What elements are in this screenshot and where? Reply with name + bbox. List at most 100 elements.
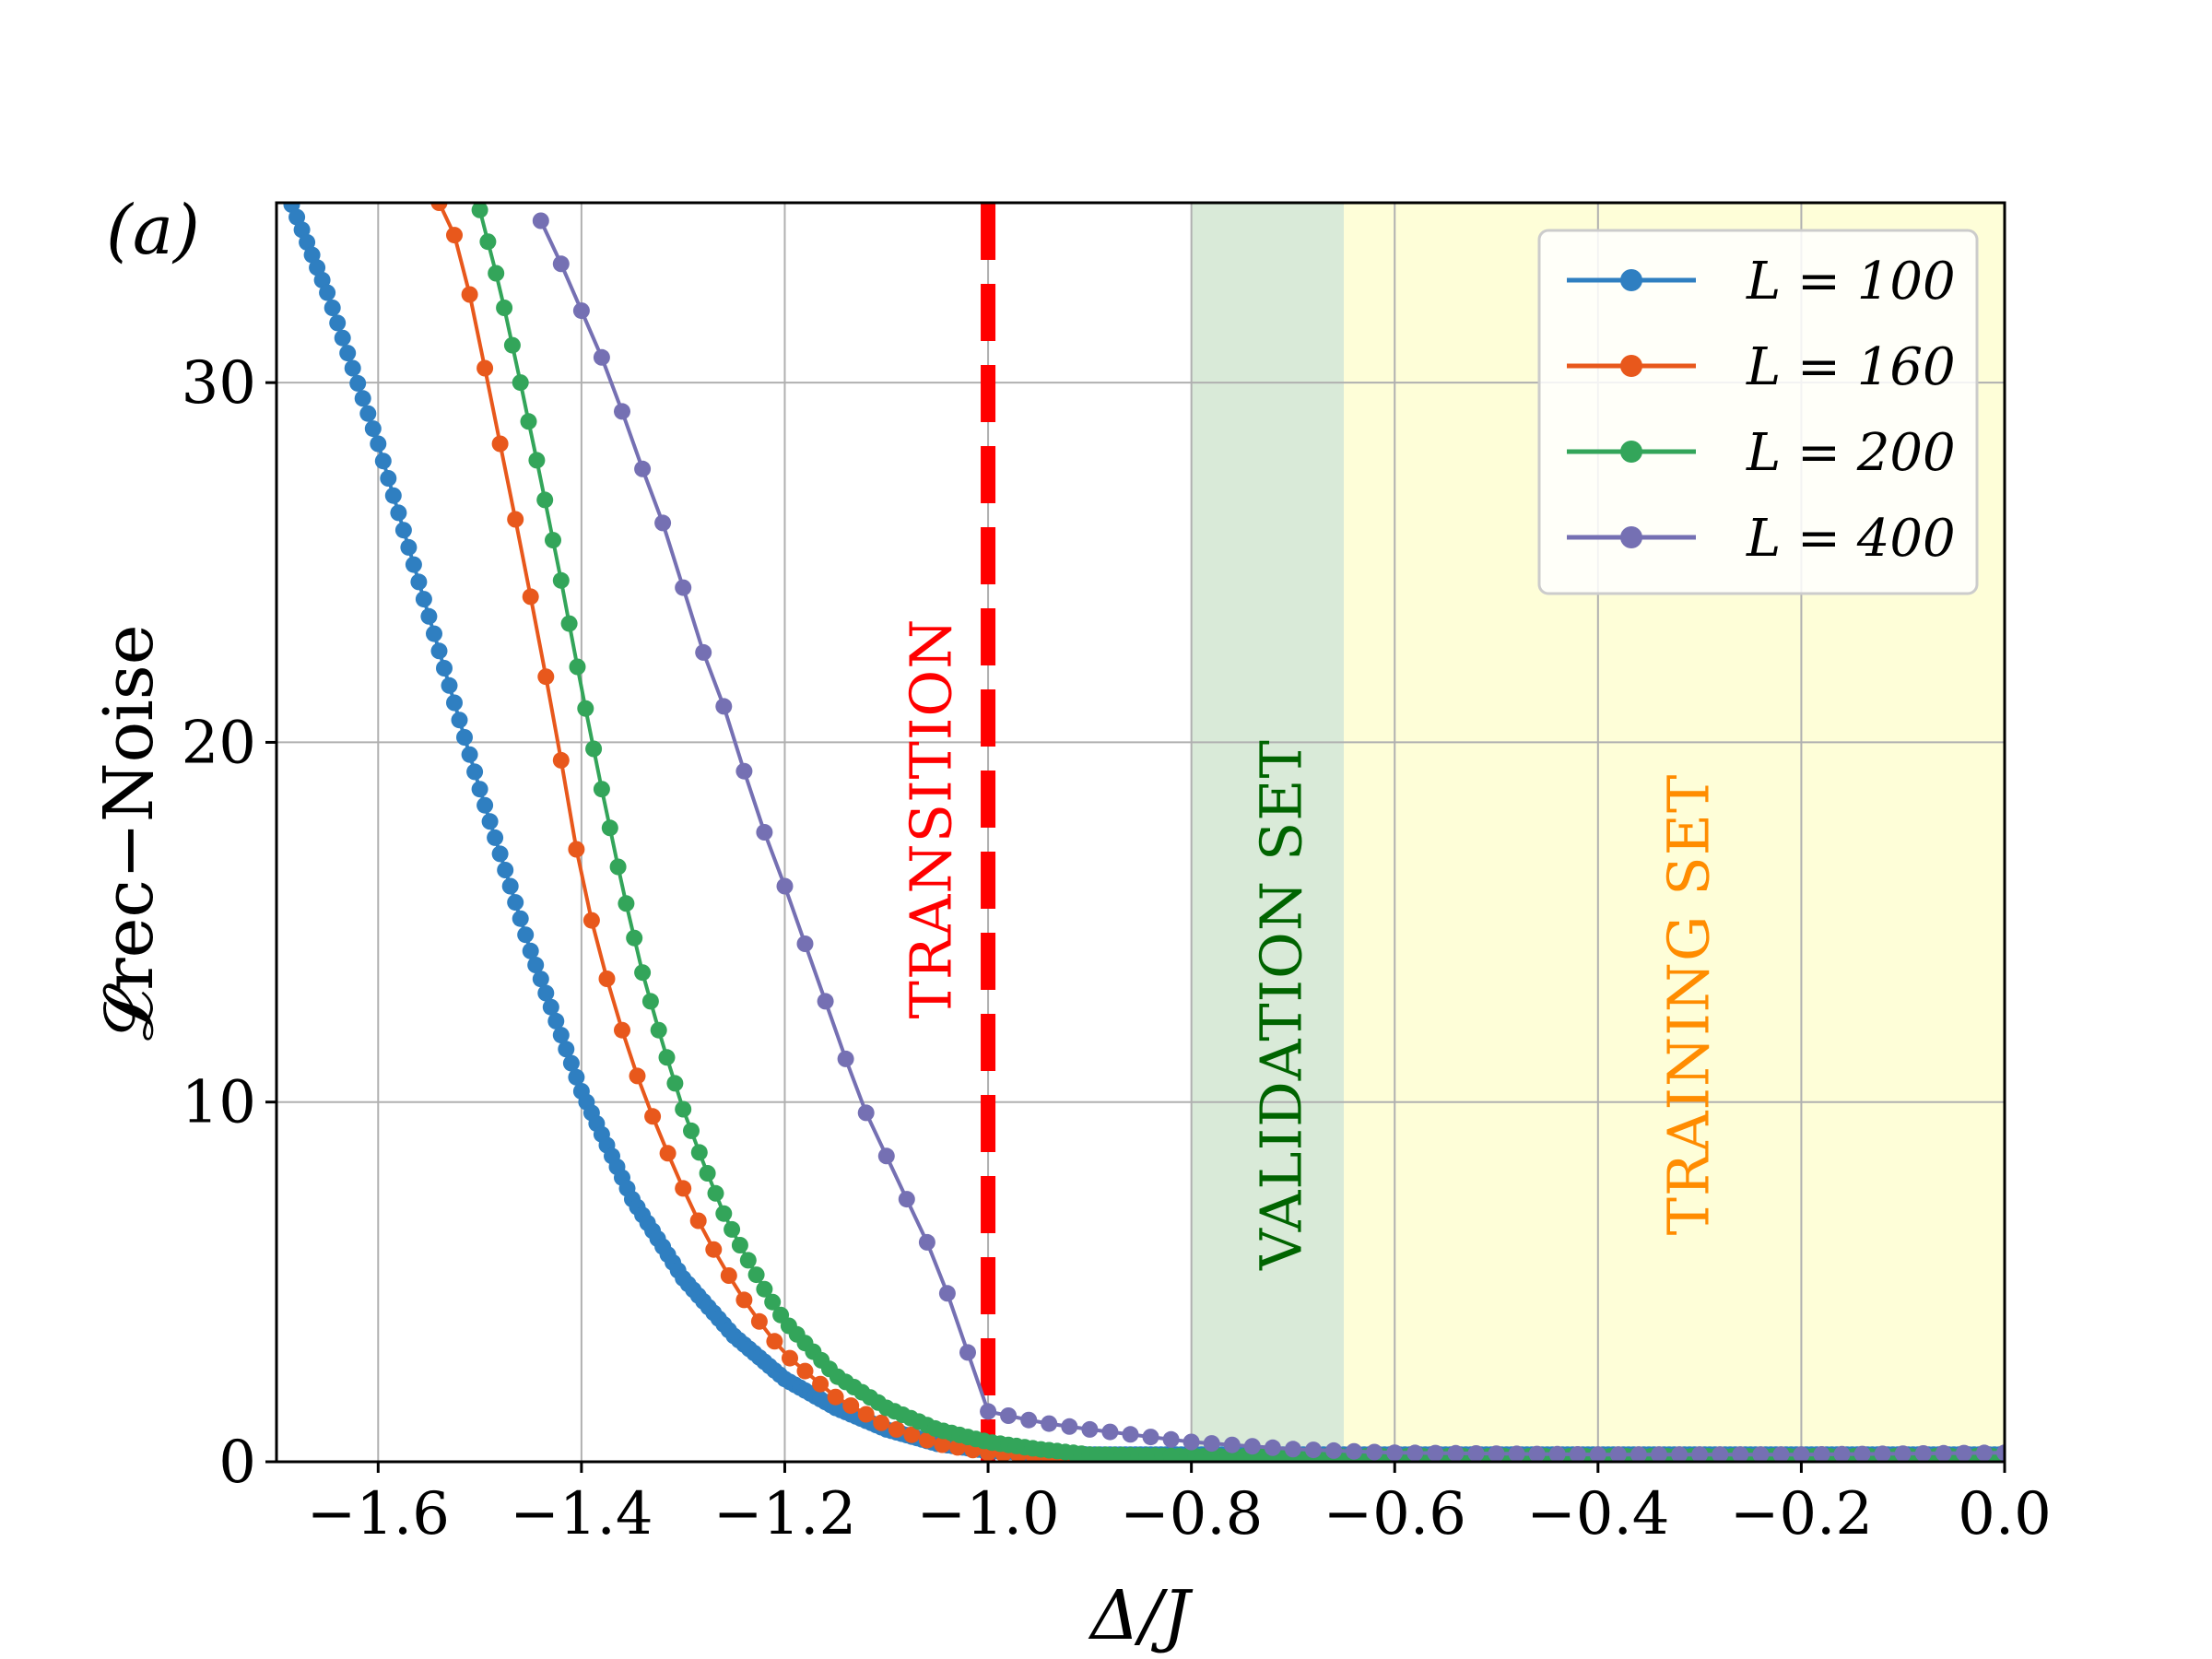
series-3-point-30 [1142,1429,1159,1446]
series-0-point-4 [288,208,306,226]
series-2-point-3 [496,300,513,316]
series-2-point-27 [690,1144,708,1161]
series-1-point-34 [949,1439,966,1456]
legend-marker-3 [1620,526,1642,548]
series-3-point-43 [1406,1444,1424,1462]
x-axis-title: Δ/J [1088,1576,1194,1655]
series-0-point-15 [344,359,361,377]
series-2-point-7 [528,452,546,469]
series-0-point-14 [339,345,357,362]
series-3-point-3 [593,348,610,366]
legend-marker-1 [1620,355,1642,377]
series-3-point-4 [614,403,630,420]
x-tick-label-0: −1.6 [307,1480,450,1548]
y-tick-label-2: 20 [182,709,256,777]
series-0-point-38 [461,746,478,763]
legend: L = 100 L = 160 L = 200 L = 400 [1537,229,1979,595]
series-1-point-7 [537,668,555,686]
series-0-point-16 [349,374,367,392]
series-3-point-60 [1752,1446,1770,1462]
series-3-point-49 [1528,1445,1546,1462]
series-0-point-24 [390,504,407,522]
series-3-point-17 [877,1147,895,1165]
series-3-point-6 [654,514,672,532]
series-0-point-50 [522,942,539,959]
series-0-point-57 [558,1041,575,1058]
series-0-point-59 [568,1068,585,1086]
series-3-point-70 [1955,1444,1972,1462]
grid-layer [276,203,2006,1463]
series-3-point-34 [1223,1436,1241,1453]
series-0-point-13 [334,329,351,347]
series-1-point-27 [842,1397,860,1415]
series-0-point-17 [354,390,371,407]
series-1-point-22 [766,1333,783,1350]
series-3-point-40 [1346,1442,1363,1460]
ticks-layer: −1.6 −1.4 −1.2 −1.0 −0.8 −0.6 −0.4 −0.2 0.0 0 10 20… [182,349,2052,1548]
series-3-point-39 [1325,1441,1343,1459]
series-1-point-8 [552,751,570,769]
series-3-point-57 [1691,1446,1709,1462]
series-3-point-54 [1630,1446,1647,1462]
series-2-point-2 [488,265,505,282]
series-3 [532,212,2005,1462]
series-0-point-51 [527,957,545,973]
series-3-point-26 [1061,1418,1078,1435]
series-3-point-42 [1386,1444,1404,1462]
series-0-point-43 [487,829,504,846]
series-2-point-6 [520,413,537,430]
series-layer [283,203,2005,1462]
series-2-point-26 [683,1122,700,1139]
series-2-point-19 [626,929,643,947]
series-3-point-64 [1833,1445,1851,1462]
series-3-point-2 [572,302,590,320]
series-3-point-52 [1589,1446,1606,1462]
region-label-0: VALIDATION SET [1248,739,1315,1271]
series-3-point-50 [1548,1445,1566,1462]
series-0-point-23 [384,487,402,504]
series-3-point-9 [715,698,733,715]
series-0-point-22 [380,470,397,487]
x-tick-label-3: −1.0 [916,1480,1059,1548]
series-3-point-65 [1853,1445,1871,1462]
series-3-point-69 [1935,1444,1952,1462]
plot-frame [275,201,2006,1464]
series-3-point-14 [817,993,834,1010]
series-3-point-36 [1264,1439,1281,1456]
region-text-layer: VALIDATION SET TRAINING SET TRANSITION [898,618,1723,1271]
x-tick-label-2: −1.2 [713,1480,856,1548]
series-1-point-21 [750,1312,768,1330]
series-2-point-18 [618,895,635,912]
series-1-point-32 [918,1431,935,1449]
series-3-point-38 [1305,1441,1322,1459]
series-2-point-8 [536,491,554,509]
series-3-point-7 [675,579,692,596]
series-3-point-18 [898,1191,915,1208]
series-0-point-25 [394,522,412,539]
series-0-point-6 [299,233,316,251]
region-band-0 [1191,203,1345,1462]
series-0-point-8 [309,259,326,276]
series-0-point-33 [436,660,453,677]
series-2-point-33 [739,1252,757,1269]
series-3-point-25 [1041,1415,1058,1432]
series-0-point-32 [430,642,448,660]
series-3-point-67 [1894,1445,1912,1462]
series-3-point-35 [1243,1438,1261,1455]
series-3-point-33 [1203,1435,1220,1453]
series-3-point-20 [938,1285,956,1302]
series-1-point-26 [827,1388,844,1406]
series-3-point-63 [1813,1446,1830,1462]
legend-label-3: L = 400 [1746,509,1956,569]
series-1-point-18 [705,1241,723,1258]
series-1-point-15 [659,1145,677,1162]
series-3-point-0 [532,212,549,229]
series-3-point-5 [634,460,652,477]
series-0-point-34 [441,677,458,694]
series-1-point-20 [735,1291,753,1309]
series-3-point-24 [1020,1411,1038,1429]
series-2-point-9 [545,532,561,549]
series-3-point-62 [1793,1446,1810,1462]
series-1-point-6 [522,588,539,606]
series-3-point-41 [1366,1443,1383,1461]
